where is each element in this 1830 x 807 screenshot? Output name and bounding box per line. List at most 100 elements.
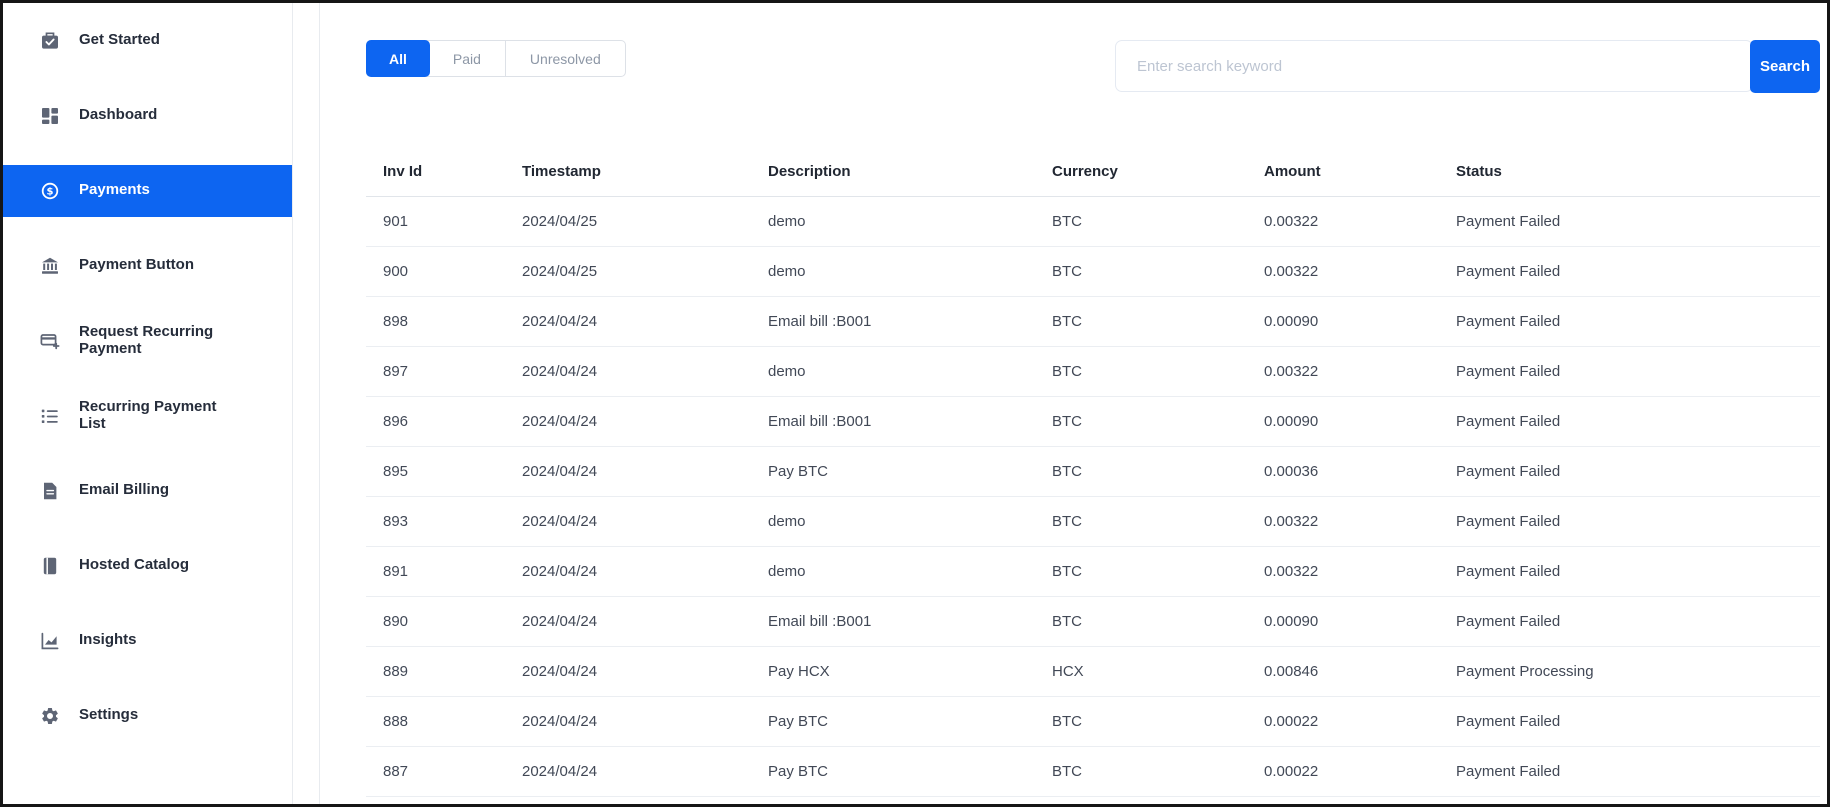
cell-inv-id: 900	[366, 246, 522, 297]
cell-status: Payment Failed	[1456, 596, 1820, 647]
list-icon	[40, 406, 60, 426]
column-header-description: Description	[768, 147, 1052, 197]
sidebar-item-label: Payments	[79, 181, 150, 199]
sidebar-item-get-started[interactable]: Get Started	[3, 3, 292, 78]
cell-inv-id: 891	[366, 546, 522, 597]
table-row[interactable]: 890 2024/04/24 Email bill :B001 BTC 0.00090 P…	[366, 596, 1820, 647]
chart-icon	[40, 631, 60, 651]
tab-all[interactable]: All	[366, 40, 430, 77]
cell-timestamp: 2024/04/25	[522, 196, 768, 247]
cell-description: demo	[768, 346, 1052, 397]
cell-status: Payment Failed	[1456, 696, 1820, 747]
cell-amount: 0.00090	[1264, 396, 1456, 447]
table-row[interactable]: 891 2024/04/24 demo BTC 0.00322 Payment Faile…	[366, 546, 1820, 597]
table-header: Inv Id Timestamp Description Currency Amount…	[366, 147, 1820, 197]
tab-unresolved[interactable]: Unresolved	[504, 41, 625, 76]
table-row[interactable]: 901 2024/04/25 demo BTC 0.00322 Payment Faile…	[366, 196, 1820, 247]
sidebar-item-email-billing[interactable]: Email Billing	[3, 453, 292, 528]
sidebar-item-payments[interactable]: $ Payments	[3, 164, 292, 217]
table-row[interactable]: 895 2024/04/24 Pay BTC BTC 0.00036 Payment Fa…	[366, 446, 1820, 497]
filter-tab-group: All Paid Unresolved	[366, 40, 626, 77]
sidebar-item-payment-button[interactable]: Payment Button	[3, 228, 292, 303]
cell-amount: 0.00322	[1264, 246, 1456, 297]
cell-currency: BTC	[1052, 446, 1264, 497]
sidebar-item-label: Insights	[79, 631, 137, 649]
payments-table: Inv Id Timestamp Description Currency Amount…	[366, 147, 1820, 797]
table-row[interactable]: 896 2024/04/24 Email bill :B001 BTC 0.00090 P…	[366, 396, 1820, 447]
cell-currency: BTC	[1052, 746, 1264, 797]
cell-currency: BTC	[1052, 196, 1264, 247]
cell-amount: 0.00322	[1264, 196, 1456, 247]
cell-timestamp: 2024/04/24	[522, 746, 768, 797]
sidebar-item-settings[interactable]: Settings	[3, 678, 292, 753]
cell-currency: BTC	[1052, 496, 1264, 547]
column-header-inv-id: Inv Id	[366, 147, 522, 197]
cell-inv-id: 890	[366, 596, 522, 647]
sidebar-item-recurring-payment-list[interactable]: Recurring Payment List	[3, 378, 292, 453]
cell-amount: 0.00036	[1264, 446, 1456, 497]
cell-amount: 0.00322	[1264, 496, 1456, 547]
cell-status: Payment Failed	[1456, 196, 1820, 247]
table-row[interactable]: 888 2024/04/24 Pay BTC BTC 0.00022 Payment Fa…	[366, 696, 1820, 747]
sidebar: Get Started Dashboard $ Payments Payment But…	[3, 3, 293, 804]
cell-description: demo	[768, 246, 1052, 297]
dollar-circle-icon: $	[40, 181, 60, 201]
cell-status: Payment Failed	[1456, 396, 1820, 447]
svg-text:$: $	[47, 186, 54, 197]
cell-timestamp: 2024/04/24	[522, 296, 768, 347]
cell-amount: 0.00322	[1264, 546, 1456, 597]
sidebar-item-hosted-catalog[interactable]: Hosted Catalog	[3, 528, 292, 603]
cell-status: Payment Failed	[1456, 496, 1820, 547]
cell-amount: 0.00022	[1264, 746, 1456, 797]
sidebar-item-label: Settings	[79, 706, 139, 724]
cell-timestamp: 2024/04/24	[522, 646, 768, 697]
column-header-amount: Amount	[1264, 147, 1456, 197]
sidebar-item-label: Email Billing	[79, 481, 170, 499]
table-row[interactable]: 889 2024/04/24 Pay HCX HCX 0.00846 Payment Pr…	[366, 646, 1820, 697]
cell-amount: 0.00846	[1264, 646, 1456, 697]
cell-description: demo	[768, 196, 1052, 247]
cell-timestamp: 2024/04/24	[522, 346, 768, 397]
cell-status: Payment Failed	[1456, 346, 1820, 397]
sidebar-item-label: Recurring Payment List	[79, 398, 217, 432]
cell-amount: 0.00090	[1264, 596, 1456, 647]
column-header-currency: Currency	[1052, 147, 1264, 197]
cell-amount: 0.00022	[1264, 696, 1456, 747]
table-row[interactable]: 897 2024/04/24 demo BTC 0.00322 Payment Faile…	[366, 346, 1820, 397]
tab-paid[interactable]: Paid	[429, 41, 505, 76]
cell-inv-id: 895	[366, 446, 522, 497]
cell-description: demo	[768, 546, 1052, 597]
table-row[interactable]: 887 2024/04/24 Pay BTC BTC 0.00022 Payment Fa…	[366, 746, 1820, 797]
cell-status: Payment Processing	[1456, 646, 1820, 697]
sidebar-item-dashboard[interactable]: Dashboard	[3, 78, 292, 153]
cell-description: Pay BTC	[768, 746, 1052, 797]
cell-amount: 0.00322	[1264, 346, 1456, 397]
cell-status: Payment Failed	[1456, 296, 1820, 347]
sidebar-item-insights[interactable]: Insights	[3, 603, 292, 678]
search-bar: Search	[1115, 40, 1820, 93]
sidebar-item-label: Request Recurring Payment	[79, 323, 214, 357]
sidebar-item-label: Dashboard	[79, 106, 158, 124]
cell-inv-id: 888	[366, 696, 522, 747]
table-row[interactable]: 900 2024/04/25 demo BTC 0.00322 Payment Faile…	[366, 246, 1820, 297]
cell-inv-id: 889	[366, 646, 522, 697]
table-row[interactable]: 893 2024/04/24 demo BTC 0.00322 Payment Faile…	[366, 496, 1820, 547]
sidebar-item-label: Hosted Catalog	[79, 556, 190, 574]
search-input[interactable]	[1115, 40, 1753, 92]
cell-status: Payment Failed	[1456, 446, 1820, 497]
cell-timestamp: 2024/04/24	[522, 546, 768, 597]
cell-description: Pay BTC	[768, 696, 1052, 747]
cell-description: Email bill :B001	[768, 596, 1052, 647]
column-header-status: Status	[1456, 147, 1820, 197]
sidebar-item-request-recurring-payment[interactable]: Request Recurring Payment	[3, 303, 292, 378]
gear-icon	[40, 706, 60, 726]
search-button[interactable]: Search	[1750, 40, 1820, 93]
card-plus-icon	[40, 331, 60, 351]
cell-inv-id: 898	[366, 296, 522, 347]
cell-description: Pay HCX	[768, 646, 1052, 697]
table-row[interactable]: 898 2024/04/24 Email bill :B001 BTC 0.00090 P…	[366, 296, 1820, 347]
column-header-timestamp: Timestamp	[522, 147, 768, 197]
cell-inv-id: 897	[366, 346, 522, 397]
